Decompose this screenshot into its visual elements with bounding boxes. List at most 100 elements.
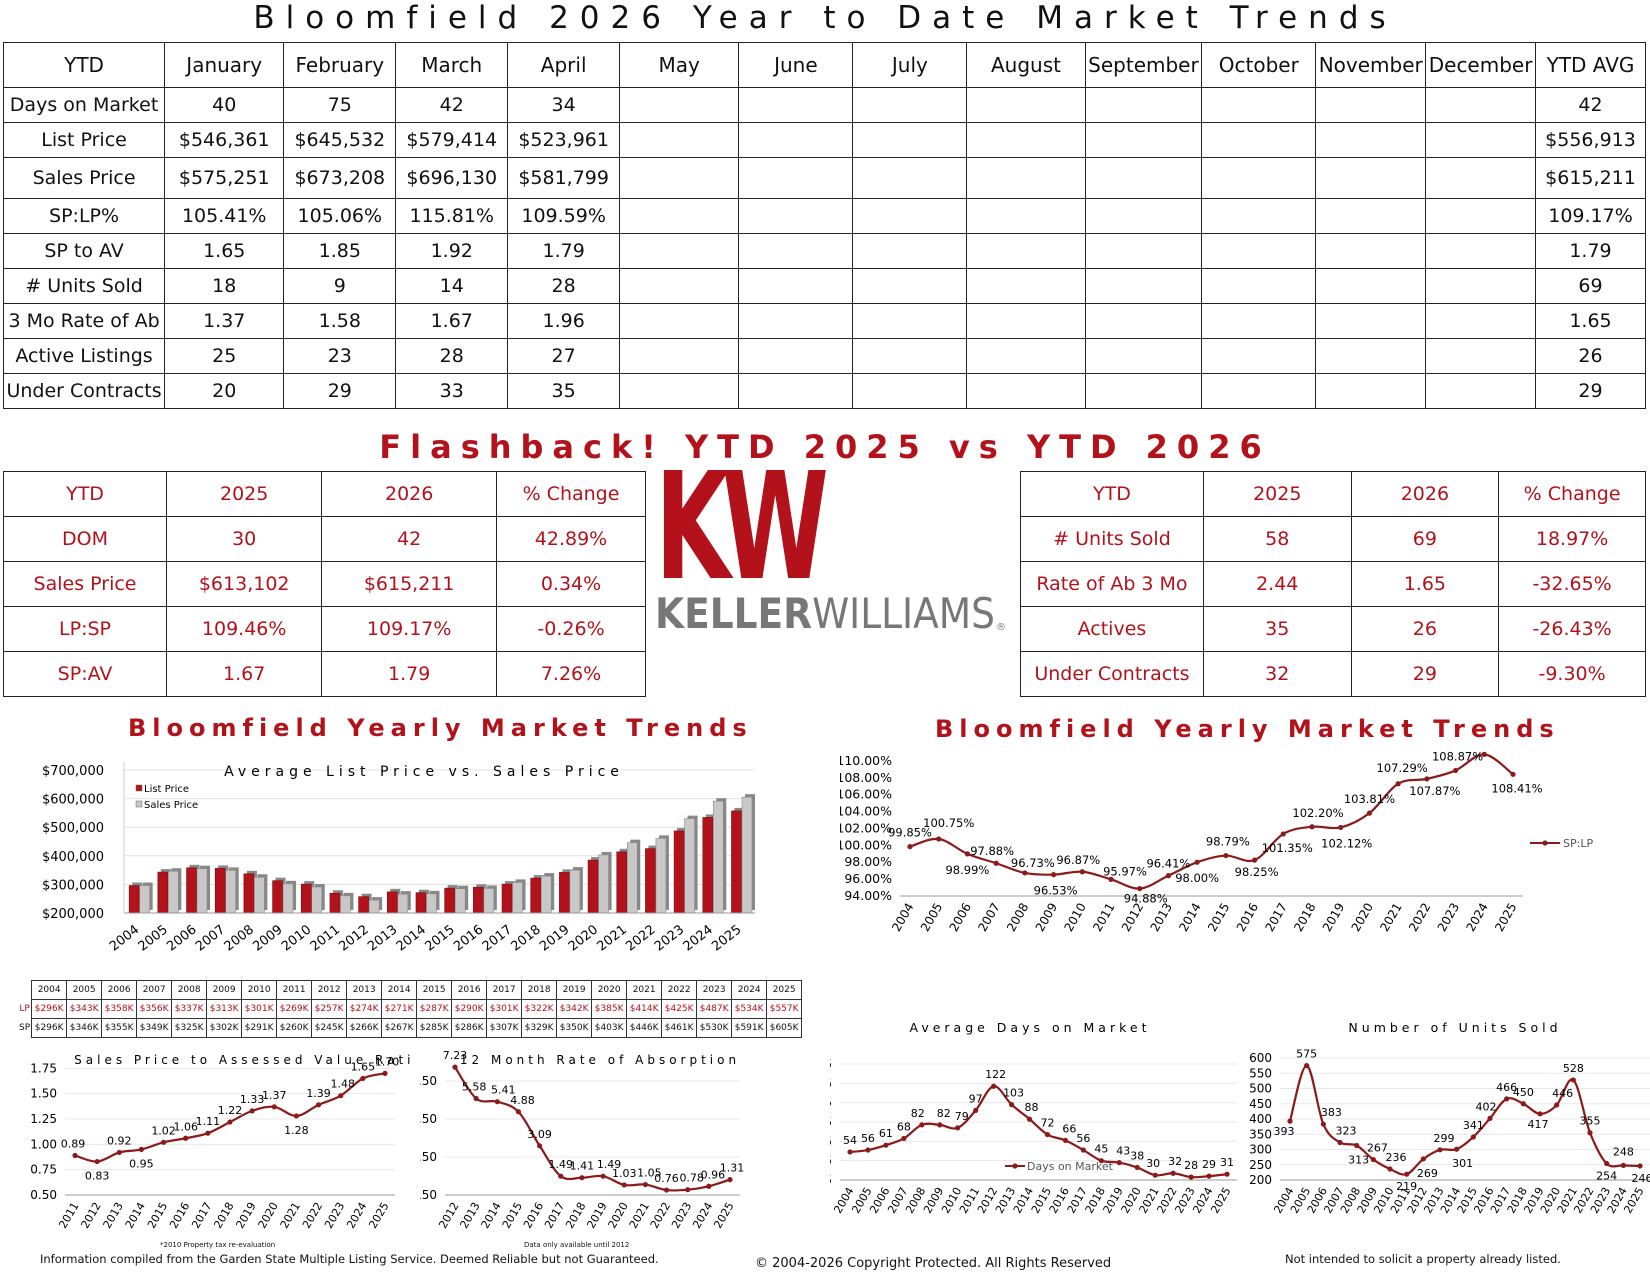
y-tick-label: 550 (1249, 1066, 1272, 1080)
list-price-bar (702, 817, 714, 914)
data-point (901, 1135, 907, 1142)
registered-mark: ® (996, 622, 1006, 633)
flashback-cell: $615,211 (321, 561, 498, 607)
y-tick-label: 108.00% (840, 770, 892, 785)
ytd-cell (1315, 373, 1427, 409)
table-row: SP to AV 1.65 1.85 1.92 1.79 1.79 (2, 233, 1646, 269)
data-point (600, 1173, 606, 1179)
keller-williams-logo: KW KELLERWILLIAMS ® (655, 470, 1006, 638)
series-line (1288, 1064, 1641, 1176)
sales-price-bar (139, 885, 150, 914)
ytd-cell (966, 373, 1086, 409)
y-tick-label: 25 (830, 1173, 832, 1187)
data-label: 402 (1476, 1100, 1497, 1113)
ytd-cell: # Units Sold (2, 268, 166, 304)
x-tick-label: 2021 (278, 1200, 303, 1231)
x-tick-label: 2005 (136, 922, 171, 954)
y-tick-label: 0.50 (30, 1188, 57, 1202)
ytd-cell: 29 (283, 373, 397, 409)
lp-sp-value-cell: $286K (451, 1018, 488, 1038)
ytd-header-cell: March (395, 42, 509, 88)
ytd-cell (1425, 268, 1537, 304)
list-price-bar (616, 851, 628, 914)
x-tick-label: 2019 (233, 1200, 258, 1231)
data-point (1481, 751, 1487, 757)
legend-label: List Price (144, 784, 189, 795)
legend-label: Days on Market (1027, 1160, 1114, 1173)
data-label: 5.41 (491, 1084, 516, 1097)
ytd-cell: Sales Price (2, 157, 166, 199)
data-point (964, 851, 971, 857)
flashback-cell: 7.26% (496, 651, 646, 697)
data-label: 1.37 (262, 1089, 287, 1102)
chart-title-visible: Sales Price to List Price Ratios (992, 750, 1328, 753)
data-point (919, 1122, 925, 1128)
flashback-cell: LP:SP (2, 606, 168, 652)
sales-price-bar (340, 895, 351, 914)
data-label: 450 (1513, 1086, 1534, 1099)
x-tick-label: 2024 (344, 1200, 369, 1231)
ytd-cell (1425, 338, 1537, 374)
days-on-market-chart: Average Days on Market 25 45 65 85 105 125 145 2… (830, 1020, 1237, 1216)
data-point (1420, 1156, 1426, 1162)
ytd-cell (1425, 198, 1537, 234)
ytd-cell (852, 338, 968, 374)
data-point (936, 836, 942, 842)
lp-sp-value-cell: $343K (66, 999, 103, 1019)
sales-price-bar (282, 883, 294, 914)
data-label: 97.88% (970, 844, 1014, 858)
data-label: 107.87% (1409, 784, 1460, 798)
x-tick-label: 2006 (164, 922, 199, 954)
data-point (1470, 1134, 1476, 1140)
data-point (1337, 1139, 1343, 1146)
lp-sp-year-cell: 2017 (486, 980, 523, 1000)
ytd-cell: SP to AV (2, 233, 166, 269)
x-tick-label: 2008 (1004, 901, 1031, 934)
legend-swatch (135, 784, 143, 792)
data-label: 1.22 (218, 1104, 243, 1117)
ytd-cell: List Price (2, 122, 166, 158)
y-tick-label: 110.00% (840, 753, 892, 768)
ytd-cell: 1.79 (1535, 233, 1646, 269)
y-tick-label: $200,000 (42, 907, 104, 922)
kw-mark: KW (655, 470, 826, 614)
table-row: Sales Price $613,102 $615,211 0.34% (2, 561, 646, 607)
lp-sp-year-cell: 2023 (696, 980, 733, 1000)
data-label: 68 (897, 1120, 911, 1133)
x-tick-label: 2020 (1349, 901, 1376, 934)
ytd-cell (1084, 233, 1203, 269)
y-tick-label: 85 (830, 1115, 832, 1129)
x-tick-label: 2019 (584, 1200, 609, 1231)
list-price-bar (530, 877, 542, 914)
ytd-header-cell: YTD AVG (1535, 42, 1646, 88)
flashback-header-cell: % Change (1498, 471, 1646, 517)
x-tick-label: 2020 (256, 1200, 281, 1231)
sales-price-bar (655, 838, 667, 914)
data-label: 122 (985, 1068, 1006, 1081)
ytd-cell (738, 338, 854, 374)
data-point (1165, 873, 1172, 879)
ytd-cell (738, 122, 854, 158)
data-point (1170, 1170, 1176, 1176)
data-point (685, 1187, 691, 1193)
ytd-cell (1315, 87, 1427, 123)
sales-price-bar (368, 899, 380, 914)
ytd-cell (1084, 338, 1203, 374)
lp-sp-value-cell: $557K (766, 999, 803, 1019)
y-tick-label: 1.25 (30, 1112, 57, 1126)
x-tick-label: 2017 (542, 1200, 567, 1231)
flashback-header-cell: 2026 (1350, 471, 1500, 517)
flashback-cell: Actives (1020, 606, 1204, 652)
ytd-header-cell: April (507, 42, 621, 88)
lp-sp-value-cell: $302K (206, 1018, 243, 1038)
sp-av-ratio-chart: Sales Price to Assessed Value Ratio 0.50 0… (30, 1053, 410, 1231)
legend-marker (1542, 840, 1548, 846)
sales-price-bar (454, 888, 466, 914)
ytd-cell (738, 157, 854, 199)
flashback-cell: -32.65% (1498, 561, 1646, 607)
data-point (205, 1130, 211, 1136)
lp-sp-row-label: SP (19, 1023, 31, 1033)
data-point (558, 1173, 564, 1179)
data-point (473, 1095, 479, 1102)
lp-sp-year-cell: 2008 (171, 980, 208, 1000)
